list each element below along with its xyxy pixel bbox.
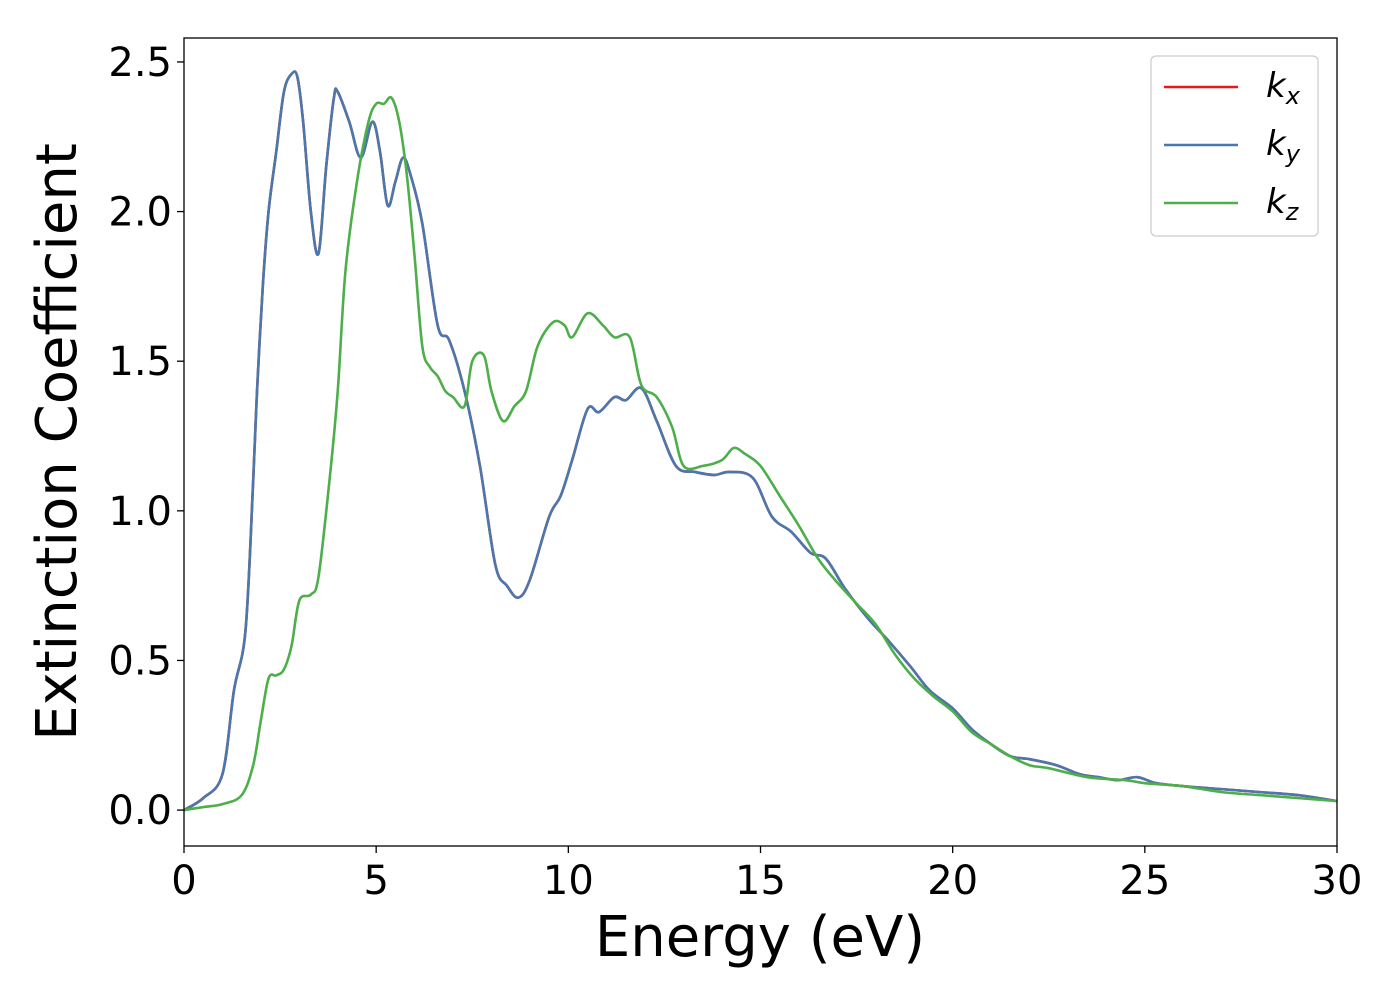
x-axis-title: Energy (eV) bbox=[595, 905, 925, 970]
y-tick-label: 2.0 bbox=[108, 190, 172, 236]
plot-frame bbox=[183, 37, 1338, 847]
x-tick-label: 25 bbox=[1119, 858, 1170, 904]
x-tick-label: 20 bbox=[927, 858, 978, 904]
y-tick-label: 1.0 bbox=[108, 489, 172, 535]
legend: kx ky kz bbox=[1150, 55, 1319, 237]
y-tick-label: 0.5 bbox=[108, 638, 172, 684]
legend-label-kz: kz bbox=[1266, 182, 1300, 226]
plot-area bbox=[184, 70, 1337, 812]
y-axis: 0.0 0.5 1.0 1.5 2.0 2.5 bbox=[108, 40, 184, 834]
y-axis-title: Extinction Coefficient bbox=[25, 143, 90, 741]
legend-label-ky: ky bbox=[1266, 124, 1301, 168]
legend-label-kx: kx bbox=[1266, 66, 1301, 110]
y-tick-label: 1.5 bbox=[108, 339, 172, 385]
x-tick-label: 15 bbox=[735, 858, 786, 904]
y-tick-label: 2.5 bbox=[108, 40, 172, 86]
x-axis: 0 5 10 15 20 25 30 bbox=[171, 846, 1362, 904]
x-tick-label: 10 bbox=[543, 858, 594, 904]
x-tick-label: 0 bbox=[171, 858, 196, 904]
x-tick-label: 5 bbox=[363, 858, 388, 904]
y-tick-label: 0.0 bbox=[108, 788, 172, 834]
series-line-kz bbox=[184, 95, 1337, 812]
x-tick-label: 30 bbox=[1312, 858, 1363, 904]
